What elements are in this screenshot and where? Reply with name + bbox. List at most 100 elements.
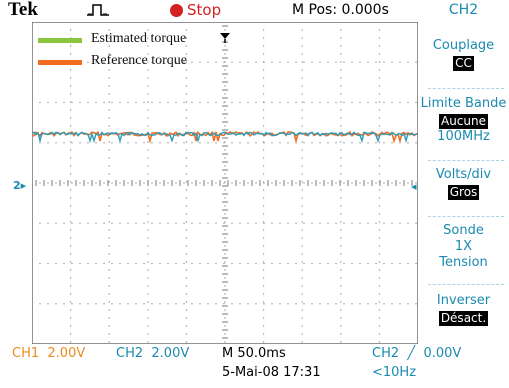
grid-dot [399, 262, 401, 265]
menu-probe[interactable]: Sonde 1X Tension [418, 223, 509, 271]
grid-dot [303, 142, 305, 144]
menu-invert[interactable]: Inverser Désact. [418, 293, 509, 326]
grid-dot [79, 182, 81, 184]
grid-dot [108, 277, 110, 279]
grid-dot [147, 229, 149, 231]
grid-dot [263, 69, 265, 71]
grid-dot [70, 93, 72, 95]
waveform-graticule [32, 22, 418, 344]
grid-dot [263, 45, 265, 47]
grid-dot [143, 142, 145, 144]
grid-dot [108, 205, 110, 207]
grid-dot [70, 157, 72, 159]
grid-dot [263, 213, 265, 215]
grid-dot [185, 189, 187, 191]
grid-dot [55, 262, 57, 265]
grid-dot [375, 101, 377, 104]
grid-dot [191, 303, 193, 305]
grid-dot [343, 262, 345, 265]
grid-dot [319, 222, 321, 224]
grid-dot [185, 85, 187, 87]
grid-dot [185, 341, 187, 343]
grid-dot [263, 77, 265, 79]
grid-dot [224, 117, 226, 119]
grid-dot [255, 222, 257, 224]
volts-label: Volts/div [435, 167, 492, 182]
grid-dot [378, 221, 380, 223]
grid-dot [287, 101, 289, 104]
grid-dot [191, 61, 193, 63]
grid-dot [301, 157, 303, 159]
trigger-position-marker-icon [220, 33, 230, 39]
grid-dot [147, 261, 149, 263]
ch1-scale: CH1 2.00V [12, 346, 86, 361]
grid-dot [247, 101, 249, 104]
grid-dot [70, 69, 72, 71]
grid-dot [70, 237, 72, 239]
grid-dot [147, 301, 149, 303]
grid-dot [185, 93, 187, 95]
grid-dot [108, 333, 110, 335]
grid-dot [70, 269, 72, 271]
grid-dot [224, 93, 226, 95]
channel-level-marker: 2▸ [13, 179, 27, 192]
grid-dot [340, 77, 342, 79]
grid-dot [95, 61, 97, 63]
grid-dot [359, 182, 361, 184]
menu-bandwidth[interactable]: Limite Bande Aucune 100MHz [418, 96, 509, 145]
grid-dot [287, 262, 289, 265]
grid-dot [175, 222, 177, 224]
menu-volts-div[interactable]: Volts/div Gros [418, 167, 509, 200]
grid-dot [79, 262, 81, 265]
grid-dot [70, 285, 72, 287]
grid-dot [79, 101, 81, 104]
menu-couplage[interactable]: Couplage CC [418, 38, 509, 71]
grid-dot [224, 253, 226, 255]
grid-dot [183, 182, 185, 184]
grid-dot [224, 61, 226, 63]
grid-dot [70, 29, 72, 31]
grid-dot [55, 303, 57, 305]
grid-dot [239, 303, 241, 305]
grid-dot [167, 262, 169, 265]
grid-dot [263, 205, 265, 207]
grid-dot [185, 205, 187, 207]
grid-dot [127, 61, 129, 63]
grid-dot [224, 45, 226, 47]
grid-dot [378, 245, 380, 247]
grid-dot [378, 181, 380, 183]
grid-dot [108, 85, 110, 87]
grid-dot [224, 221, 226, 223]
grid-dot [95, 142, 97, 144]
grid-dot [359, 303, 361, 305]
grid-dot [378, 53, 380, 55]
grid-dot [185, 237, 187, 239]
grid-dot [224, 309, 226, 311]
grid-dot [301, 237, 303, 239]
grid-dot [185, 269, 187, 271]
grid-dot [135, 101, 137, 104]
grid-dot [375, 182, 377, 184]
grid-dot [111, 61, 113, 63]
grid-dot [247, 61, 249, 63]
grid-dot [263, 109, 265, 111]
grid-dot [108, 269, 110, 271]
grid-dot [383, 303, 385, 305]
grid-dot [327, 61, 329, 63]
grid-dot [147, 173, 149, 175]
grid-dot [47, 142, 49, 144]
couplage-label: Couplage [432, 38, 495, 53]
grid-dot [378, 173, 380, 175]
grid-dot [287, 142, 289, 144]
grid-dot [340, 205, 342, 207]
grid-dot [39, 222, 41, 224]
grid-dot [399, 182, 401, 184]
grid-dot [378, 37, 380, 39]
grid-dot [343, 222, 345, 224]
grid-dot [70, 165, 72, 167]
grid-dot [378, 61, 380, 63]
grid-dot [263, 333, 265, 335]
grid-dot [378, 101, 380, 103]
status-footer: CH1 2.00V CH2 2.00V M 50.0ms CH2 ╱ 0.00V… [0, 344, 509, 388]
grid-dot [70, 317, 72, 319]
